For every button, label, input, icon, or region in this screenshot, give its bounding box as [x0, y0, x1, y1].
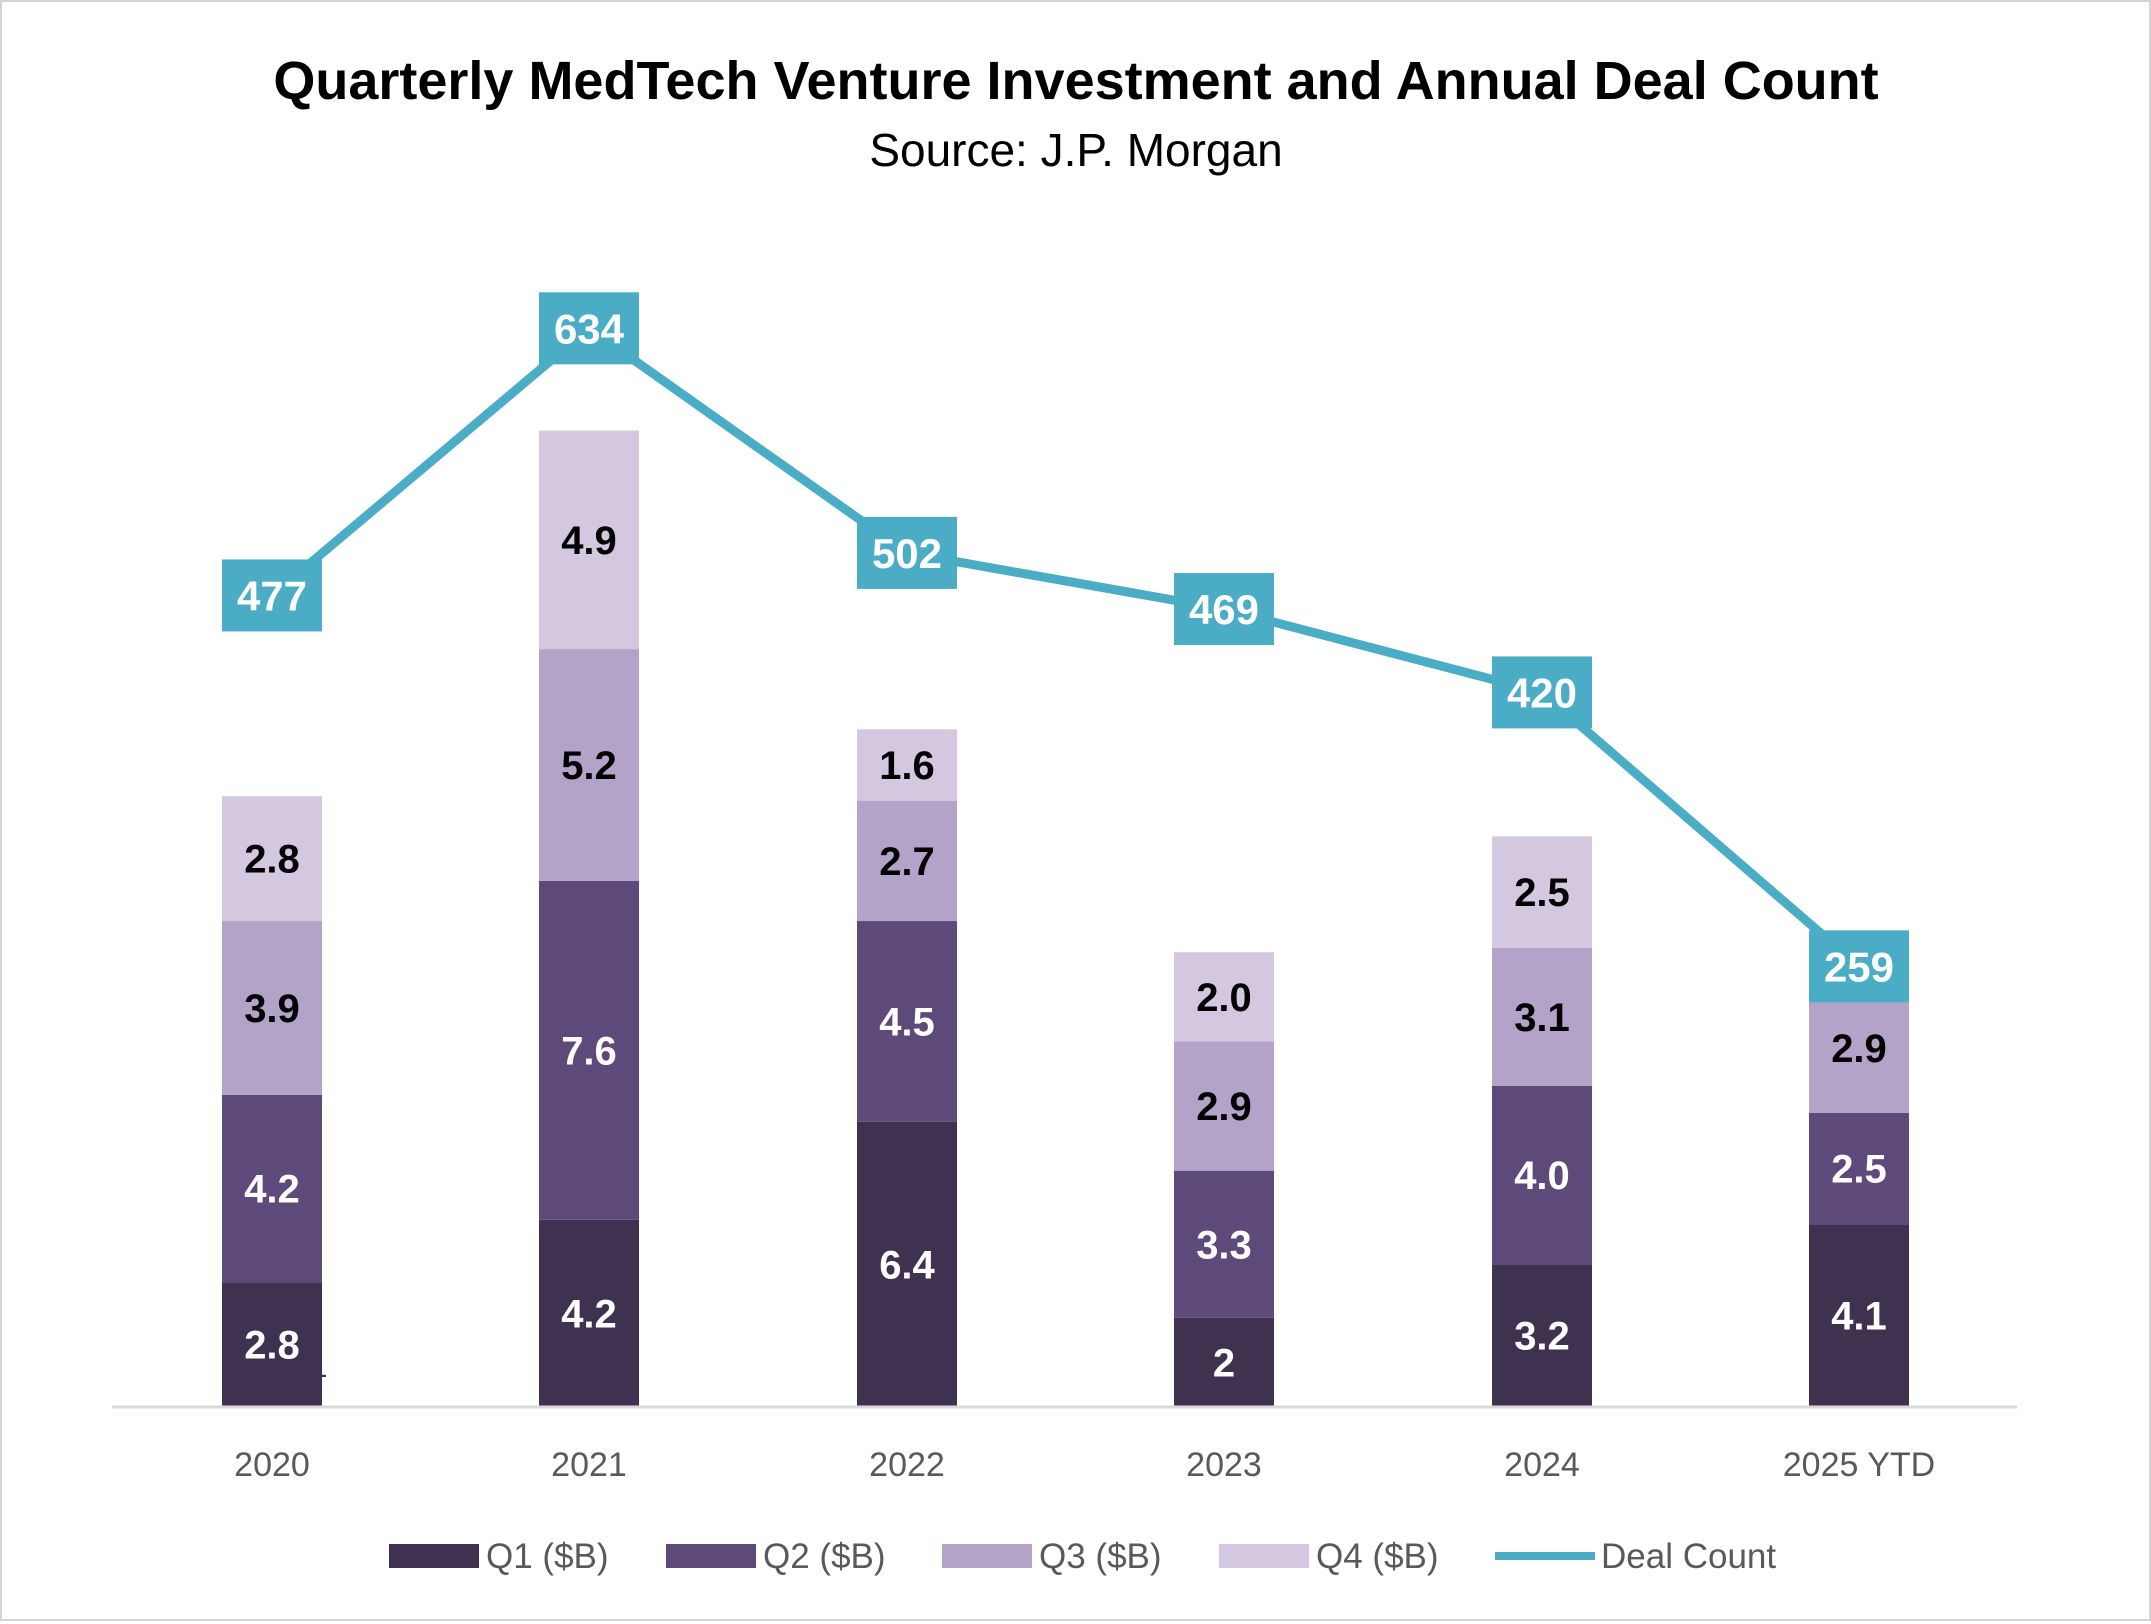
bar-label-q3-1: 5.2 — [561, 744, 617, 788]
deal-count-label-2: 502 — [872, 530, 942, 577]
bar-label-q4-4: 2.5 — [1514, 871, 1570, 915]
x-tick-label-2: 2022 — [869, 1446, 945, 1484]
bar-label-q2-5: 2.5 — [1831, 1147, 1887, 1191]
bar-label-q1-4: 3.2 — [1514, 1315, 1570, 1359]
bar-segment-q3-0 — [222, 921, 322, 1095]
legend-label-1: Q2 ($B) — [763, 1537, 886, 1576]
bar-label-q3-0: 3.9 — [244, 987, 300, 1031]
legend-label-0: Q1 ($B) — [486, 1537, 609, 1576]
x-tick-label-1: 2021 — [551, 1446, 627, 1484]
x-tick-label-3: 2023 — [1186, 1446, 1262, 1484]
legend: Q1 ($B) Q2 ($B) Q3 ($B) Q4 ($B) Deal Count — [389, 1537, 1776, 1576]
deal-count-box-4 — [1492, 656, 1592, 729]
bar-segment-q2-4 — [1492, 1086, 1592, 1265]
bar-label-q2-3: 3.3 — [1196, 1223, 1252, 1267]
deal-count-box-1 — [539, 292, 639, 365]
bar-segment-q1-3 — [1174, 1317, 1274, 1407]
bar-segment-q2-2 — [857, 921, 957, 1122]
bar-label-q4-0: 2.8 — [244, 838, 300, 882]
deal-count-label-0: 477 — [237, 572, 307, 619]
legend-swatch-q1 — [389, 1544, 479, 1568]
bar-label-q1-2: 6.4 — [879, 1243, 935, 1287]
legend-swatch-q3 — [942, 1544, 1032, 1568]
bar-label-q1-1: 4.2 — [561, 1292, 617, 1336]
deal-count-box-0 — [222, 559, 322, 632]
bar-segment-q1-5 — [1809, 1224, 1909, 1407]
bar-segment-q2-0 — [222, 1094, 322, 1283]
bar-label-q4-3: 2.0 — [1196, 976, 1252, 1020]
stray-annotation: 1 — [311, 1351, 328, 1384]
bar-label-q3-5: 2.9 — [1831, 1027, 1887, 1071]
bar-label-q3-4: 3.1 — [1514, 996, 1570, 1040]
bar-segment-q1-2 — [857, 1121, 957, 1407]
deal-count-label-4: 420 — [1507, 669, 1577, 716]
bar-segment-q4-3 — [1174, 952, 1274, 1042]
chart-title: Quarterly MedTech Venture Investment and… — [273, 51, 1878, 111]
bar-segment-q2-1 — [539, 880, 639, 1220]
bar-label-q4-2: 1.6 — [879, 744, 935, 788]
bar-segment-q1-1 — [539, 1219, 639, 1407]
bar-segment-q3-1 — [539, 649, 639, 881]
bar-label-q1-5: 4.1 — [1831, 1295, 1887, 1339]
deal-count-box-2 — [857, 516, 957, 589]
legend-label-3: Q4 ($B) — [1316, 1537, 1439, 1576]
bars-layer: 2.8 4.2 3.9 2.8 4.2 7.6 5.2 4.9 6.4 4.5 2.7 1.6 2 3.3… — [222, 430, 1909, 1407]
bar-segment-q3-2 — [857, 800, 957, 922]
bar-label-q2-0: 4.2 — [244, 1168, 300, 1212]
bar-segment-q2-3 — [1174, 1170, 1274, 1318]
deal-count-label-5: 259 — [1824, 943, 1894, 990]
bar-label-q1-3: 2 — [1213, 1341, 1235, 1385]
bar-segment-q4-4 — [1492, 836, 1592, 948]
bar-segment-q4-2 — [857, 729, 957, 801]
bar-segment-q3-3 — [1174, 1041, 1274, 1171]
legend-swatch-q4 — [1219, 1544, 1309, 1568]
deal-count-box-5 — [1809, 930, 1909, 1003]
bar-segment-q2-5 — [1809, 1112, 1909, 1225]
deal-count-label-1: 634 — [554, 305, 625, 352]
x-tick-label-5: 2025 YTD — [1783, 1446, 1935, 1484]
bar-segment-q4-1 — [539, 430, 639, 650]
bar-segment-q1-4 — [1492, 1264, 1592, 1407]
x-tick-label-4: 2024 — [1504, 1446, 1580, 1484]
legend-swatch-q2 — [666, 1544, 756, 1568]
x-axis-ticks: 2020 2021 2022 2023 2024 2025 YTD — [234, 1446, 1935, 1484]
bar-label-q3-2: 2.7 — [879, 840, 935, 884]
bar-segment-q3-5 — [1809, 983, 1909, 1113]
bar-segment-q3-4 — [1492, 947, 1592, 1086]
bar-segment-q1-0 — [222, 1282, 322, 1407]
deal-count-box-3 — [1174, 573, 1274, 646]
bar-label-q2-2: 4.5 — [879, 1000, 935, 1044]
legend-label-4: Deal Count — [1601, 1537, 1776, 1576]
deal-count-label-3: 469 — [1189, 586, 1259, 633]
x-tick-label-0: 2020 — [234, 1446, 310, 1484]
bar-label-q2-1: 7.6 — [561, 1029, 617, 1073]
bar-label-q1-0: 2.8 — [244, 1324, 300, 1368]
legend-label-2: Q3 ($B) — [1039, 1537, 1162, 1576]
deal-count-line — [267, 323, 1864, 971]
bar-label-q3-3: 2.9 — [1196, 1085, 1252, 1129]
bar-label-q4-1: 4.9 — [561, 519, 617, 563]
bar-segment-q4-0 — [222, 796, 322, 922]
bar-label-q2-4: 4.0 — [1514, 1154, 1570, 1198]
chart-subtitle: Source: J.P. Morgan — [869, 124, 1282, 176]
deal-count-layer: 477 634 502 469 420 259 — [222, 292, 1909, 1003]
